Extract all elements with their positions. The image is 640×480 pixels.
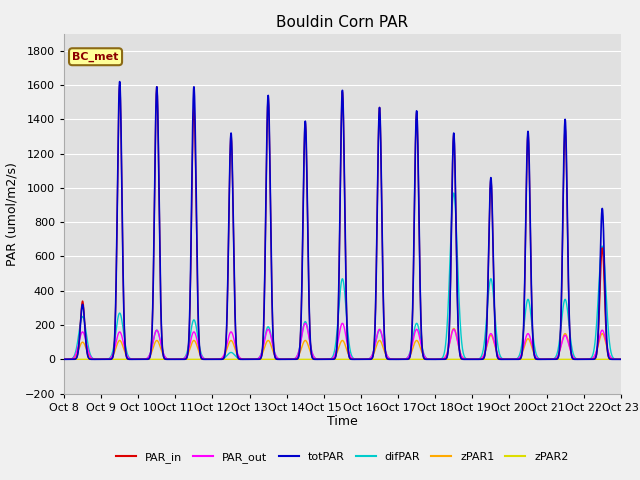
Y-axis label: PAR (umol/m2/s): PAR (umol/m2/s) [6,162,19,265]
Text: BC_met: BC_met [72,51,119,62]
X-axis label: Time: Time [327,415,358,429]
Legend: PAR_in, PAR_out, totPAR, difPAR, zPAR1, zPAR2: PAR_in, PAR_out, totPAR, difPAR, zPAR1, … [112,447,573,467]
Title: Bouldin Corn PAR: Bouldin Corn PAR [276,15,408,30]
